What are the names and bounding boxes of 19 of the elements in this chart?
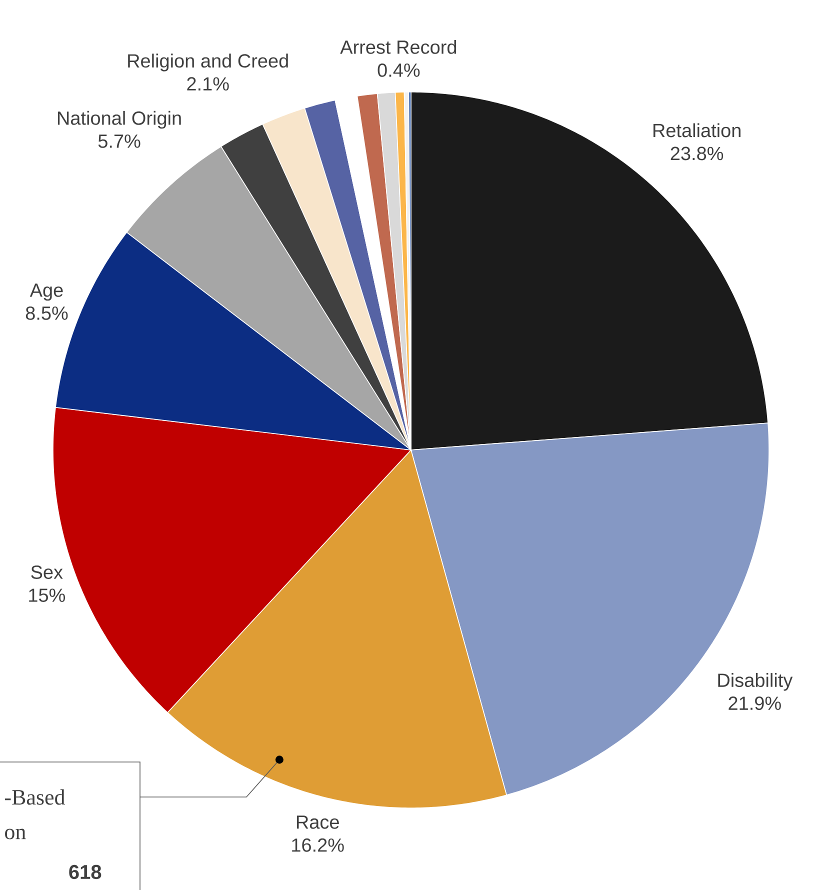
data-label: 5.7% <box>98 134 140 148</box>
data-label: 23.8% <box>670 146 724 160</box>
data-label: 2.1% <box>187 77 229 91</box>
slice-label: Age <box>30 284 63 301</box>
slice-label: Retaliation <box>654 123 740 138</box>
slice-label: Arrest Record <box>340 40 456 54</box>
data-label: 15% <box>29 588 66 602</box>
slice-label: Race <box>296 816 339 829</box>
slice-label: Religion and Creed <box>128 54 288 72</box>
text: 618 <box>69 864 102 880</box>
data-label: 16.2% <box>292 838 344 852</box>
data-label: 0.4% <box>378 63 420 77</box>
data-label: 8.5% <box>26 306 68 320</box>
slice-label: National Origin <box>58 110 181 129</box>
text: -Based <box>5 789 66 805</box>
slice-label: Disability <box>718 673 793 691</box>
text: on <box>5 828 26 840</box>
slice-label: Sex <box>31 566 63 579</box>
data-label: 21.9% <box>728 696 781 710</box>
